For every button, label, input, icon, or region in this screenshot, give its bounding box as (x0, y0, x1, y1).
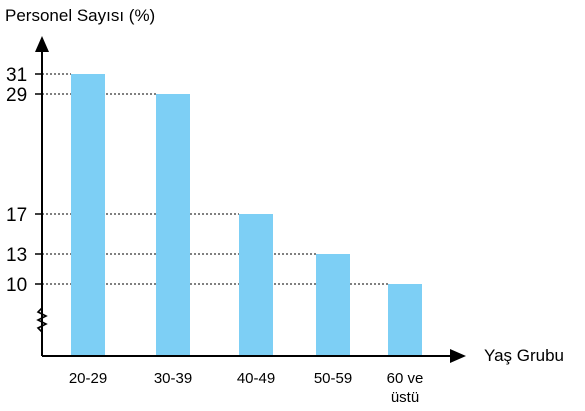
x-axis-arrow-icon (450, 349, 466, 363)
x-ticks-group: 20-29 30-39 40-49 50-59 60 ve üstü (69, 370, 424, 406)
x-axis-label: Yaş Grubu (484, 346, 564, 365)
x-tick-label-40-49: 40-49 (237, 370, 275, 387)
x-tick-label-line: 30-39 (154, 370, 192, 387)
x-tick-label-line: 40-49 (237, 370, 275, 387)
bars-group (71, 74, 422, 356)
y-tick-label-31: 31 (6, 65, 27, 86)
axis-break-icon (36, 307, 48, 333)
x-tick-label-line: üstü (391, 389, 419, 406)
x-tick-label-50-59: 50-59 (314, 370, 352, 387)
y-tick-label-29: 29 (6, 85, 27, 106)
x-tick-label-line: 20-29 (69, 370, 107, 387)
x-tick-label-60-ve-üstü: 60 ve üstü (387, 370, 424, 406)
y-tick-label-17: 17 (6, 205, 27, 226)
bar-40-49 (239, 214, 273, 356)
y-axis-label: Personel Sayısı (%) (5, 6, 155, 25)
y-tick-label-13: 13 (6, 245, 27, 266)
bar-60-ve-üstü (388, 284, 422, 356)
x-tick-label-line: 60 ve (387, 370, 424, 387)
x-tick-label-line: 50-59 (314, 370, 352, 387)
bar-30-39 (156, 94, 190, 356)
y-tick-label-10: 10 (6, 275, 27, 296)
x-tick-label-20-29: 20-29 (69, 370, 107, 387)
y-axis-arrow-icon (35, 36, 49, 52)
x-tick-label-30-39: 30-39 (154, 370, 192, 387)
bar-20-29 (71, 74, 105, 356)
bar-50-59 (316, 254, 350, 356)
